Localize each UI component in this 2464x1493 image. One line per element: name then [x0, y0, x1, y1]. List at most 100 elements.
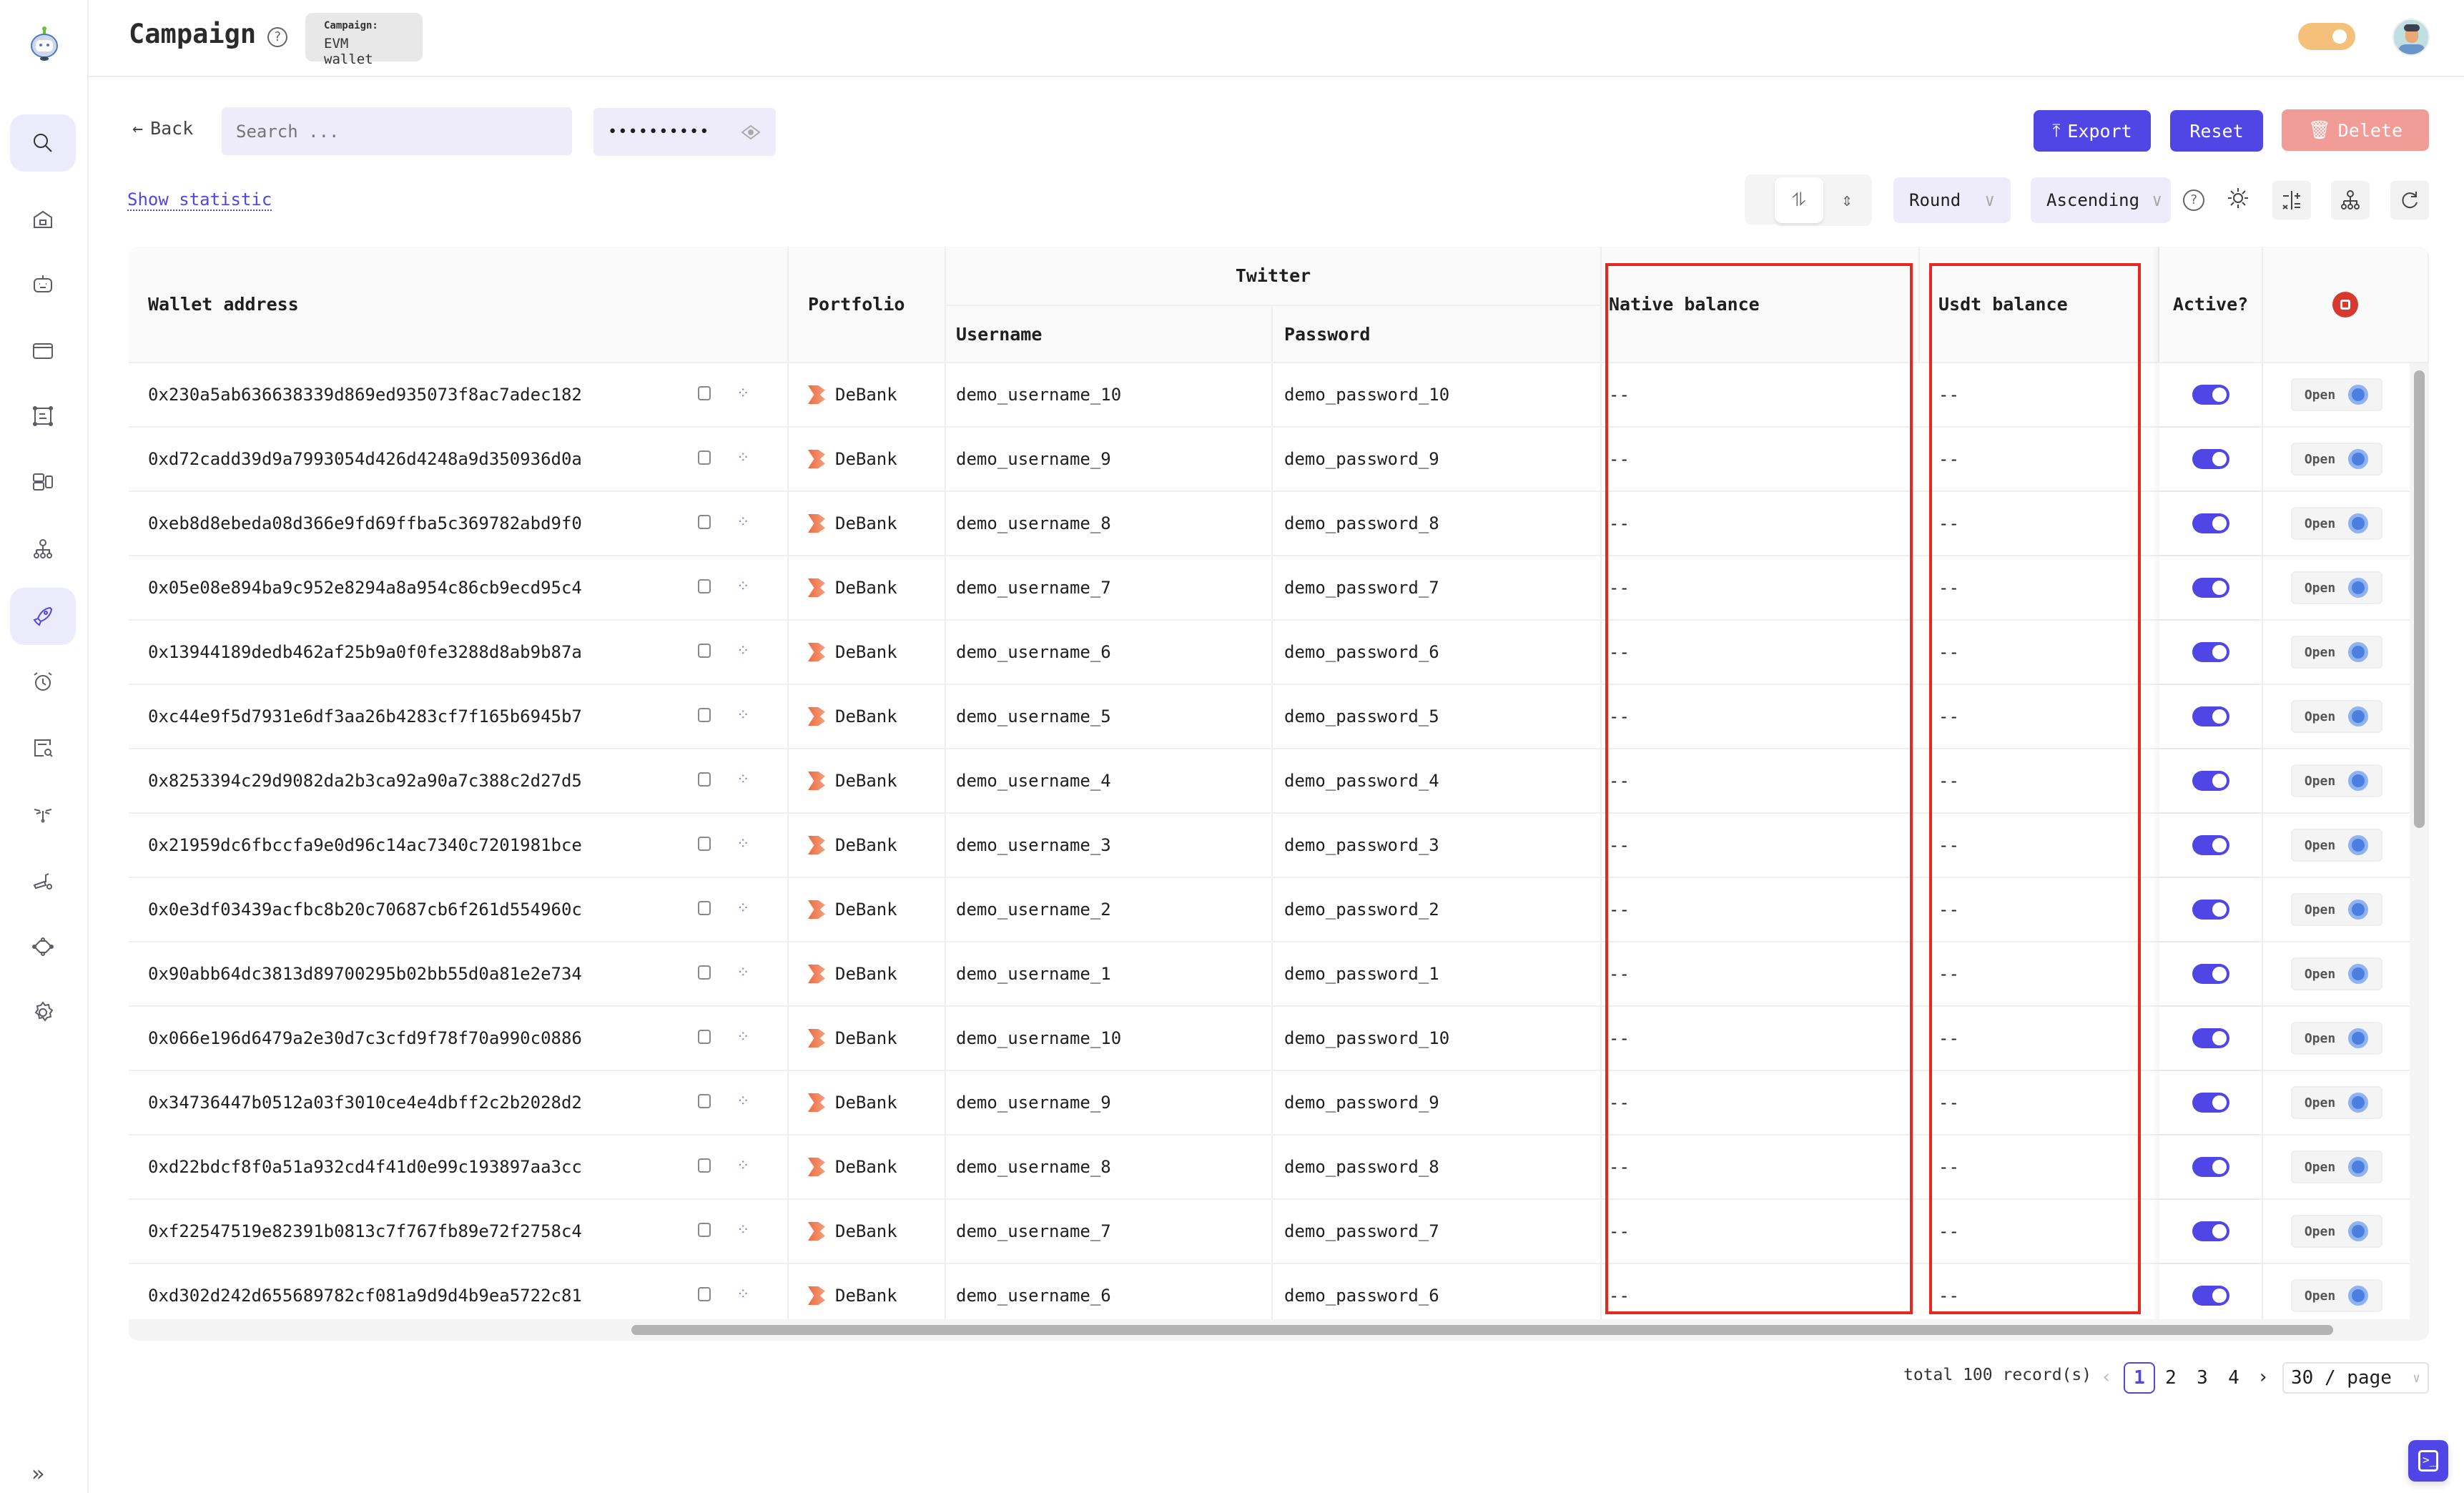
avatar[interactable]: [2392, 19, 2430, 56]
sidebar-item-home[interactable]: [10, 192, 76, 249]
next-page-button[interactable]: ›: [2257, 1366, 2269, 1388]
copy-icon[interactable]: [698, 450, 711, 465]
delete-button[interactable]: 🗑 Delete: [2282, 109, 2429, 151]
sidebar-item-robot[interactable]: [10, 256, 76, 313]
portfolio-link[interactable]: DeBank: [835, 385, 897, 405]
qr-code-icon[interactable]: ⁘: [736, 706, 750, 724]
open-browser-button[interactable]: Open: [2290, 1022, 2382, 1055]
column-header-portfolio[interactable]: Portfolio: [789, 247, 946, 363]
open-browser-button[interactable]: Open: [2290, 829, 2382, 862]
portfolio-link[interactable]: DeBank: [835, 706, 897, 726]
active-toggle[interactable]: [2192, 1221, 2229, 1241]
copy-icon[interactable]: [698, 1030, 711, 1044]
portfolio-link[interactable]: DeBank: [835, 900, 897, 920]
copy-icon[interactable]: [698, 579, 711, 593]
open-browser-button[interactable]: Open: [2290, 1279, 2382, 1312]
open-browser-button[interactable]: Open: [2290, 1086, 2382, 1119]
copy-icon[interactable]: [698, 386, 711, 400]
sidebar-item-nodes[interactable]: [10, 918, 76, 975]
active-toggle[interactable]: [2192, 835, 2229, 855]
qr-code-icon[interactable]: ⁘: [736, 642, 750, 660]
qr-code-icon[interactable]: ⁘: [736, 1221, 750, 1239]
active-toggle[interactable]: [2192, 578, 2229, 598]
portfolio-link[interactable]: DeBank: [835, 964, 897, 984]
sidebar-item-layout[interactable]: [10, 453, 76, 511]
open-browser-button[interactable]: Open: [2290, 443, 2382, 476]
round-select[interactable]: Round ∨: [1893, 177, 2011, 223]
refresh-icon[interactable]: [2390, 181, 2429, 220]
column-header-active[interactable]: Active?: [2159, 247, 2263, 363]
page-size-select[interactable]: 30 / page ∨: [2282, 1362, 2429, 1394]
portfolio-link[interactable]: DeBank: [835, 1221, 897, 1241]
page-3-button[interactable]: 3: [2197, 1367, 2208, 1389]
horizontal-scrollbar[interactable]: [129, 1319, 2429, 1341]
back-button[interactable]: ← Back: [132, 118, 193, 139]
active-toggle[interactable]: [2192, 1028, 2229, 1048]
qr-code-icon[interactable]: ⁘: [736, 449, 750, 467]
portfolio-link[interactable]: DeBank: [835, 642, 897, 662]
qr-code-icon[interactable]: ⁘: [736, 1286, 750, 1304]
qr-code-icon[interactable]: ⁘: [736, 578, 750, 596]
open-browser-button[interactable]: Open: [2290, 1150, 2382, 1183]
open-browser-button[interactable]: Open: [2290, 571, 2382, 604]
open-browser-button[interactable]: Open: [2290, 1215, 2382, 1248]
portfolio-link[interactable]: DeBank: [835, 1028, 897, 1048]
open-browser-button[interactable]: Open: [2290, 700, 2382, 733]
help-icon[interactable]: ?: [2183, 189, 2204, 211]
network-icon[interactable]: [2331, 181, 2370, 220]
qr-code-icon[interactable]: ⁘: [736, 771, 750, 789]
portfolio-link[interactable]: DeBank: [835, 835, 897, 855]
portfolio-link[interactable]: DeBank: [835, 1093, 897, 1113]
open-browser-button[interactable]: Open: [2290, 957, 2382, 990]
portfolio-link[interactable]: DeBank: [835, 1157, 897, 1177]
qr-code-icon[interactable]: ⁘: [736, 1093, 750, 1110]
portfolio-link[interactable]: DeBank: [835, 578, 897, 598]
portfolio-link[interactable]: DeBank: [835, 513, 897, 533]
qr-code-icon[interactable]: ⁘: [736, 900, 750, 917]
export-button[interactable]: ⤒ Export: [2034, 110, 2151, 152]
portfolio-link[interactable]: DeBank: [835, 449, 897, 469]
copy-icon[interactable]: [698, 1223, 711, 1237]
column-header-wallet[interactable]: Wallet address: [129, 247, 789, 363]
page-2-button[interactable]: 2: [2165, 1367, 2177, 1389]
page-4-button[interactable]: 4: [2228, 1367, 2239, 1389]
open-browser-button[interactable]: Open: [2290, 378, 2382, 411]
qr-code-icon[interactable]: ⁘: [736, 1157, 750, 1175]
expand-sidebar-icon[interactable]: »: [31, 1462, 45, 1487]
qr-code-icon[interactable]: ⁘: [736, 385, 750, 403]
active-toggle[interactable]: [2192, 1157, 2229, 1177]
active-toggle[interactable]: [2192, 513, 2229, 533]
calculator-icon[interactable]: [2272, 181, 2311, 220]
sidebar-item-signal[interactable]: [10, 785, 76, 842]
active-toggle[interactable]: [2192, 900, 2229, 920]
sidebar-item-scan[interactable]: [10, 388, 76, 445]
active-toggle[interactable]: [2192, 385, 2229, 405]
copy-icon[interactable]: [698, 708, 711, 722]
column-header-password[interactable]: Password: [1273, 306, 1602, 363]
sidebar-item-alarm[interactable]: [10, 654, 76, 711]
stop-all-button[interactable]: [2332, 291, 2358, 317]
vertical-scrollbar[interactable]: [2410, 363, 2429, 1319]
show-statistic-link[interactable]: Show statistic: [127, 189, 272, 211]
settings-icon[interactable]: [2226, 186, 2250, 213]
help-icon[interactable]: ?: [267, 27, 287, 47]
active-toggle[interactable]: [2192, 964, 2229, 984]
column-header-usdt-balance[interactable]: Usdt balance: [1920, 247, 2159, 363]
open-browser-button[interactable]: Open: [2290, 764, 2382, 797]
sidebar-item-gear[interactable]: [10, 984, 76, 1041]
order-select[interactable]: Ascending ∨: [2031, 177, 2171, 223]
column-header-username[interactable]: Username: [946, 306, 1273, 363]
qr-code-icon[interactable]: ⁘: [736, 835, 750, 853]
active-toggle[interactable]: [2192, 1286, 2229, 1306]
copy-icon[interactable]: [698, 1287, 711, 1301]
open-browser-button[interactable]: Open: [2290, 507, 2382, 540]
password-field[interactable]: ••••••••••: [593, 108, 776, 156]
active-toggle[interactable]: [2192, 642, 2229, 662]
copy-icon[interactable]: [698, 901, 711, 915]
portfolio-link[interactable]: DeBank: [835, 771, 897, 791]
active-toggle[interactable]: [2192, 449, 2229, 469]
active-toggle[interactable]: [2192, 1093, 2229, 1113]
expand-icon[interactable]: ⇕: [1841, 189, 1853, 211]
copy-icon[interactable]: [698, 1158, 711, 1173]
prev-page-button[interactable]: ‹: [2101, 1366, 2112, 1388]
